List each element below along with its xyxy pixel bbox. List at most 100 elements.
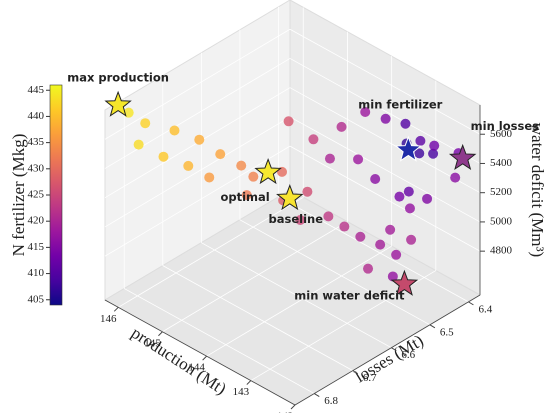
point xyxy=(241,190,252,201)
point xyxy=(429,140,440,151)
colorbar xyxy=(49,84,63,306)
z-axis-label: water deficit (Mm³) xyxy=(528,123,547,257)
point xyxy=(158,151,169,162)
point xyxy=(324,153,335,164)
z-tick-label: 4800 xyxy=(490,245,513,257)
point xyxy=(215,149,226,160)
point xyxy=(387,271,398,282)
x-tick xyxy=(246,380,252,385)
axis-line xyxy=(104,299,296,406)
highlight-star xyxy=(104,90,132,117)
colorbar-tick-label: 415 xyxy=(28,241,45,253)
point xyxy=(169,125,180,136)
point xyxy=(323,211,334,222)
grid-line xyxy=(239,219,431,326)
z-tick-label: 5400 xyxy=(490,157,513,169)
point xyxy=(400,118,411,129)
x-tick-label: 146 xyxy=(100,313,117,325)
grid-line xyxy=(201,242,392,349)
point xyxy=(391,249,402,260)
highlight-label: min water deficit xyxy=(294,289,405,303)
axis-line xyxy=(294,294,481,406)
point xyxy=(123,107,134,118)
grid-line xyxy=(104,116,291,228)
point xyxy=(283,116,294,127)
x-tick xyxy=(290,404,296,410)
grid-line xyxy=(162,265,354,371)
highlight-star xyxy=(254,157,282,185)
y-tick-label: 6.6 xyxy=(401,349,415,361)
point xyxy=(406,234,417,245)
highlight-label: optimal xyxy=(220,190,269,204)
grid-line xyxy=(289,145,481,252)
highlight-label: max production xyxy=(67,71,169,85)
point xyxy=(302,186,313,197)
highlight-star xyxy=(276,183,304,211)
highlight-label: baseline xyxy=(269,212,324,226)
grid-line xyxy=(289,87,481,194)
y-tick xyxy=(391,347,397,352)
point xyxy=(380,113,391,124)
grid-line xyxy=(104,145,291,257)
point xyxy=(248,171,259,182)
point xyxy=(295,215,306,226)
point xyxy=(194,134,205,145)
highlight-label: min fertilizer xyxy=(358,98,442,112)
point xyxy=(360,107,371,118)
point xyxy=(375,239,386,250)
z-tick-label: 5000 xyxy=(490,215,513,227)
point xyxy=(428,148,439,159)
point xyxy=(355,231,366,242)
point xyxy=(363,263,374,274)
highlight-star xyxy=(448,143,477,171)
point xyxy=(385,224,396,235)
x-tick xyxy=(113,306,119,312)
x-tick xyxy=(158,331,163,337)
grid-line xyxy=(289,116,481,223)
y-tick xyxy=(429,324,436,329)
point xyxy=(133,139,144,150)
colorbar-tick-label: 425 xyxy=(28,189,45,201)
point xyxy=(415,135,426,146)
colorbar-tick-label: 420 xyxy=(28,215,45,227)
grid-line xyxy=(162,221,348,333)
grid-line xyxy=(206,245,392,357)
colorbar-tick-label: 435 xyxy=(28,136,45,148)
point xyxy=(414,148,425,159)
grid-line xyxy=(278,196,469,303)
y-tick xyxy=(468,301,474,306)
grid-line xyxy=(124,288,315,394)
point xyxy=(404,203,415,214)
highlight-star xyxy=(394,135,423,162)
y-tick xyxy=(314,393,320,397)
grid-line xyxy=(289,28,481,135)
y-tick-label: 6.5 xyxy=(440,326,454,338)
colorbar-tick-label: 430 xyxy=(28,162,45,174)
x-tick-label: 142 xyxy=(277,411,294,413)
colorbar-tick-label: 410 xyxy=(28,267,45,279)
x-tick-label: 143 xyxy=(233,386,250,398)
colorbar-tick-label: 445 xyxy=(28,84,45,96)
point xyxy=(140,118,151,129)
point xyxy=(353,154,364,165)
point xyxy=(403,186,414,197)
grid-line xyxy=(289,58,481,164)
point xyxy=(422,193,433,204)
highlight-label: min losses xyxy=(471,119,539,133)
z-tick-label: 5600 xyxy=(490,128,513,140)
colorbar-tick-label: 405 xyxy=(28,293,45,305)
colorbar-tick-label: 440 xyxy=(28,110,45,122)
point xyxy=(336,121,347,132)
grid-line xyxy=(118,196,304,308)
point xyxy=(339,221,350,232)
point xyxy=(308,134,319,145)
grid-line xyxy=(104,28,291,140)
point xyxy=(204,172,215,183)
x-tick-label: 144 xyxy=(188,362,205,374)
y-tick-label: 6.8 xyxy=(324,395,338,407)
point xyxy=(450,172,461,183)
colorbar-label: N fertilizer (Mkg) xyxy=(9,134,28,257)
x-tick-label: 145 xyxy=(144,337,161,349)
x-tick xyxy=(202,355,207,361)
y-tick xyxy=(352,370,359,375)
